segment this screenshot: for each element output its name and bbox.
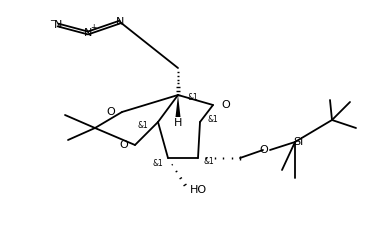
Text: &1: &1 <box>203 157 214 165</box>
Text: Si: Si <box>293 137 303 147</box>
Text: &1: &1 <box>152 158 163 168</box>
Text: O: O <box>119 140 128 150</box>
Text: N: N <box>84 28 92 38</box>
Text: H: H <box>174 118 182 128</box>
Text: N: N <box>54 20 62 30</box>
Text: HO: HO <box>190 185 207 195</box>
Text: &1: &1 <box>188 92 199 102</box>
Text: −: − <box>50 17 57 26</box>
Text: O: O <box>106 107 115 117</box>
Text: &1: &1 <box>137 121 148 131</box>
Text: &1: &1 <box>207 114 218 124</box>
Text: O: O <box>260 145 268 155</box>
Polygon shape <box>176 95 181 117</box>
Text: +: + <box>90 23 96 33</box>
Text: O: O <box>221 100 230 110</box>
Text: N: N <box>116 17 124 27</box>
